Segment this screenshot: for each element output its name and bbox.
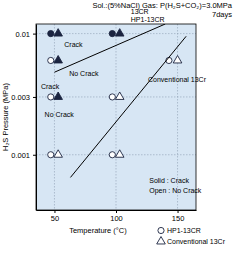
tick-mark [33, 97, 36, 98]
data-point [115, 29, 124, 36]
boundary-line [70, 36, 186, 177]
title: Sol.:(5%NaCl) Gas: P(H₂S+CO₂)=3.0MPa [92, 1, 232, 10]
legend-label: Conventional 13Cr [167, 238, 226, 245]
x-tick: 50 [51, 210, 59, 223]
plot-background [36, 24, 196, 210]
tick-label: 0.001 [11, 151, 30, 160]
data-point [54, 150, 63, 157]
legend-marker [158, 227, 164, 233]
data-point [48, 152, 54, 158]
y-axis-title: H₂S Pressure (MPa) [1, 83, 10, 151]
x-tick: 100 [110, 210, 123, 223]
data-point [48, 31, 54, 37]
annotation: Solid : Crack [149, 177, 189, 184]
y-tick: 0.003 [11, 93, 36, 102]
y-tick: 0.001 [11, 151, 36, 160]
tick-label: 0.01 [15, 29, 30, 38]
data-point [173, 56, 182, 63]
legend-label: HP1-13CR [167, 227, 201, 234]
annotation: Open : No Crack [149, 187, 202, 195]
tick-label: 50 [51, 214, 59, 223]
data-point [48, 57, 54, 63]
legend-marker [157, 237, 166, 244]
annotation: Crack [64, 41, 83, 48]
data-point [54, 29, 63, 36]
annotation: 13CR [131, 8, 149, 15]
tick-mark [33, 34, 36, 35]
x-axis-title: Temperature (°C) [69, 226, 127, 235]
annotation: HP1-13CR [131, 16, 165, 23]
x-tick: 150 [172, 210, 185, 223]
data-point [48, 94, 54, 100]
data-point [109, 31, 115, 37]
tick-label: 0.003 [11, 93, 30, 102]
tick-mark [54, 210, 55, 213]
annotations: 13CRHP1-13CR Conventional 13Cr Crack No Cra… [41, 8, 207, 195]
data-point [109, 152, 115, 158]
grid [36, 24, 196, 210]
data-point [54, 92, 63, 99]
tick-label: 150 [172, 214, 185, 223]
grid-line [116, 24, 117, 210]
x-axis: 50 100 150 [37, 210, 197, 223]
annotation: No Crack [45, 111, 75, 118]
data-point [54, 56, 63, 63]
data-point [109, 94, 115, 100]
annotation: No Crack [69, 70, 99, 77]
subtitle: 7days [212, 10, 232, 19]
data-point [115, 150, 124, 157]
data-point [115, 92, 124, 99]
legend: HP1-13CR Conventional 13Cr [157, 227, 226, 245]
tick-mark [116, 210, 117, 213]
axis-line [36, 25, 37, 211]
chart: 50 100 150 0.001 0.003 0.01 Sol.:(5%NaCl) Gas:… [0, 0, 236, 254]
annotation: Crack [41, 83, 60, 90]
y-axis: 0.001 0.003 0.01 [11, 25, 36, 211]
tick-mark [33, 155, 36, 156]
marks [48, 24, 186, 177]
annotation: Conventional 13Cr [148, 76, 207, 83]
tick-mark [178, 210, 179, 213]
tick-label: 100 [110, 214, 123, 223]
y-tick: 0.01 [15, 29, 36, 38]
boundary-line [54, 24, 165, 72]
plot-frame [36, 24, 196, 210]
